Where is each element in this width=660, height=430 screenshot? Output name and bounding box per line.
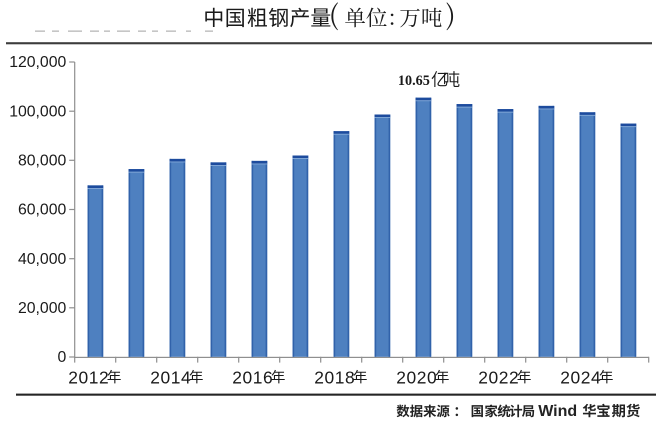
- svg-text:80,000: 80,000: [18, 153, 67, 170]
- svg-text:2014: 2014: [150, 367, 191, 387]
- svg-text:2024: 2024: [560, 367, 601, 387]
- svg-text:60,000: 60,000: [18, 202, 67, 219]
- svg-text:10.65: 10.65: [398, 73, 430, 89]
- svg-text:40,000: 40,000: [18, 251, 67, 268]
- svg-text:20,000: 20,000: [18, 300, 67, 317]
- svg-text:0: 0: [58, 349, 67, 366]
- svg-text:2020: 2020: [396, 367, 437, 387]
- svg-text:120,000: 120,000: [9, 54, 66, 71]
- svg-text:100,000: 100,000: [9, 103, 66, 120]
- svg-text:2016: 2016: [232, 367, 273, 387]
- svg-text:2018: 2018: [314, 367, 355, 387]
- svg-text:2022: 2022: [478, 367, 519, 387]
- svg-text:Wind: Wind: [538, 403, 577, 420]
- svg-text:2012: 2012: [68, 367, 109, 387]
